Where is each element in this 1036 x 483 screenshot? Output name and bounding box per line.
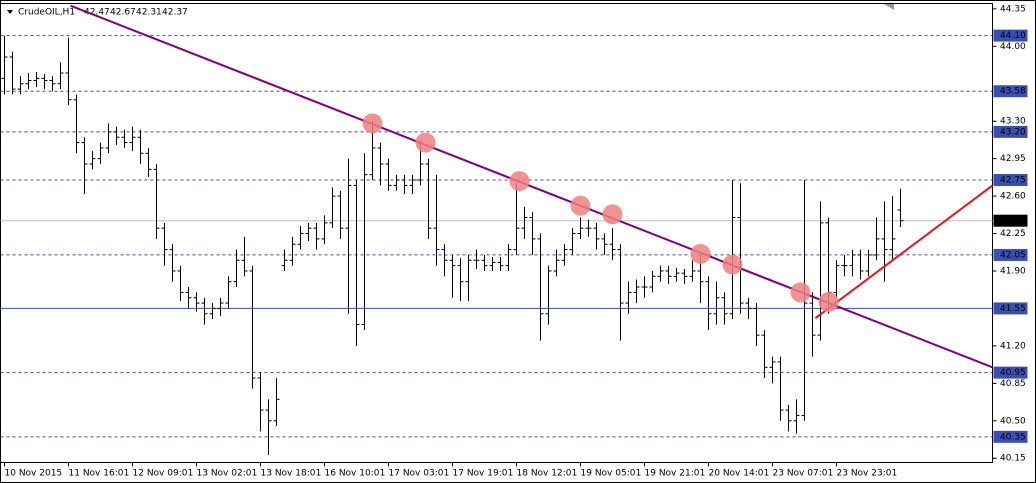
symbol: CrudeOIL,H1 bbox=[18, 8, 75, 18]
x-tick-label: 13 Nov 18:01 bbox=[261, 469, 322, 479]
x-tick-label: 11 Nov 16:01 bbox=[69, 469, 130, 479]
level-label-box bbox=[993, 302, 1028, 315]
x-tick-label: 10 Nov 2015 bbox=[5, 469, 63, 479]
y-tick-label: 41.20 bbox=[1000, 341, 1026, 351]
touch-marker bbox=[690, 243, 711, 264]
level-label-box bbox=[993, 366, 1028, 379]
x-tick-label: 23 Nov 23:01 bbox=[837, 469, 898, 479]
touch-marker bbox=[818, 292, 839, 313]
level-label: 40.95 bbox=[1000, 368, 1026, 378]
header-price: 42.47 bbox=[84, 8, 110, 18]
menu-arrow[interactable] bbox=[7, 10, 13, 14]
x-tick-label: 20 Nov 14:01 bbox=[709, 469, 770, 479]
y-tick-label: 42.95 bbox=[1000, 154, 1026, 164]
level-label-box bbox=[993, 125, 1028, 138]
last-price-label: 42.37 bbox=[1000, 216, 1026, 226]
y-tick-label: 40.15 bbox=[1000, 454, 1026, 464]
header-price: 42.37 bbox=[162, 8, 188, 18]
touch-marker bbox=[509, 171, 530, 192]
x-tick-label: 17 Nov 03:01 bbox=[389, 469, 450, 479]
touch-marker bbox=[722, 254, 743, 275]
y-tick-label: 40.50 bbox=[1000, 416, 1026, 426]
level-label: 43.58 bbox=[1000, 87, 1026, 97]
trendline bbox=[70, 4, 993, 369]
level-label-box bbox=[993, 85, 1028, 98]
touch-marker bbox=[362, 113, 383, 134]
last-price-box bbox=[993, 214, 1028, 227]
level-label: 42.75 bbox=[1000, 176, 1026, 186]
y-tick-label: 41.90 bbox=[1000, 266, 1026, 276]
level-label-box bbox=[993, 29, 1028, 42]
x-tick-label: 18 Nov 12:01 bbox=[517, 469, 578, 479]
shift-marker bbox=[884, 4, 894, 10]
level-label: 42.05 bbox=[1000, 250, 1026, 260]
touch-marker bbox=[602, 204, 623, 225]
y-tick-label: 44.00 bbox=[1000, 42, 1026, 52]
level-label-box bbox=[993, 248, 1028, 261]
x-tick-label: 13 Nov 02:01 bbox=[197, 469, 258, 479]
trendline bbox=[814, 184, 994, 319]
x-tick-label: 23 Nov 07:01 bbox=[773, 469, 834, 479]
level-label-box bbox=[993, 430, 1028, 443]
y-tick-label: 40.85 bbox=[1000, 379, 1026, 389]
y-tick-label: 44.35 bbox=[1000, 4, 1026, 14]
y-tick-label: 42.25 bbox=[1000, 229, 1026, 239]
plot-frame bbox=[0, 3, 993, 463]
header-price: 42.67 bbox=[110, 8, 136, 18]
header-price: 42.31 bbox=[136, 8, 162, 18]
level-label: 41.55 bbox=[1000, 304, 1026, 314]
x-tick-label: 12 Nov 09:01 bbox=[133, 469, 194, 479]
y-tick-label: 43.30 bbox=[1000, 117, 1026, 127]
level-label: 43.20 bbox=[1000, 127, 1026, 137]
touch-marker bbox=[415, 132, 436, 153]
x-tick-label: 16 Nov 10:01 bbox=[325, 469, 386, 479]
level-label: 44.10 bbox=[1000, 31, 1026, 41]
touch-marker bbox=[570, 195, 591, 216]
touch-marker bbox=[790, 282, 811, 303]
y-tick-label: 42.60 bbox=[1000, 192, 1026, 202]
x-tick-label: 19 Nov 21:01 bbox=[645, 469, 706, 479]
x-tick-label: 19 Nov 05:01 bbox=[581, 469, 642, 479]
level-label: 40.35 bbox=[1000, 432, 1026, 442]
x-tick-label: 17 Nov 19:01 bbox=[453, 469, 514, 479]
level-label-box bbox=[993, 174, 1028, 187]
